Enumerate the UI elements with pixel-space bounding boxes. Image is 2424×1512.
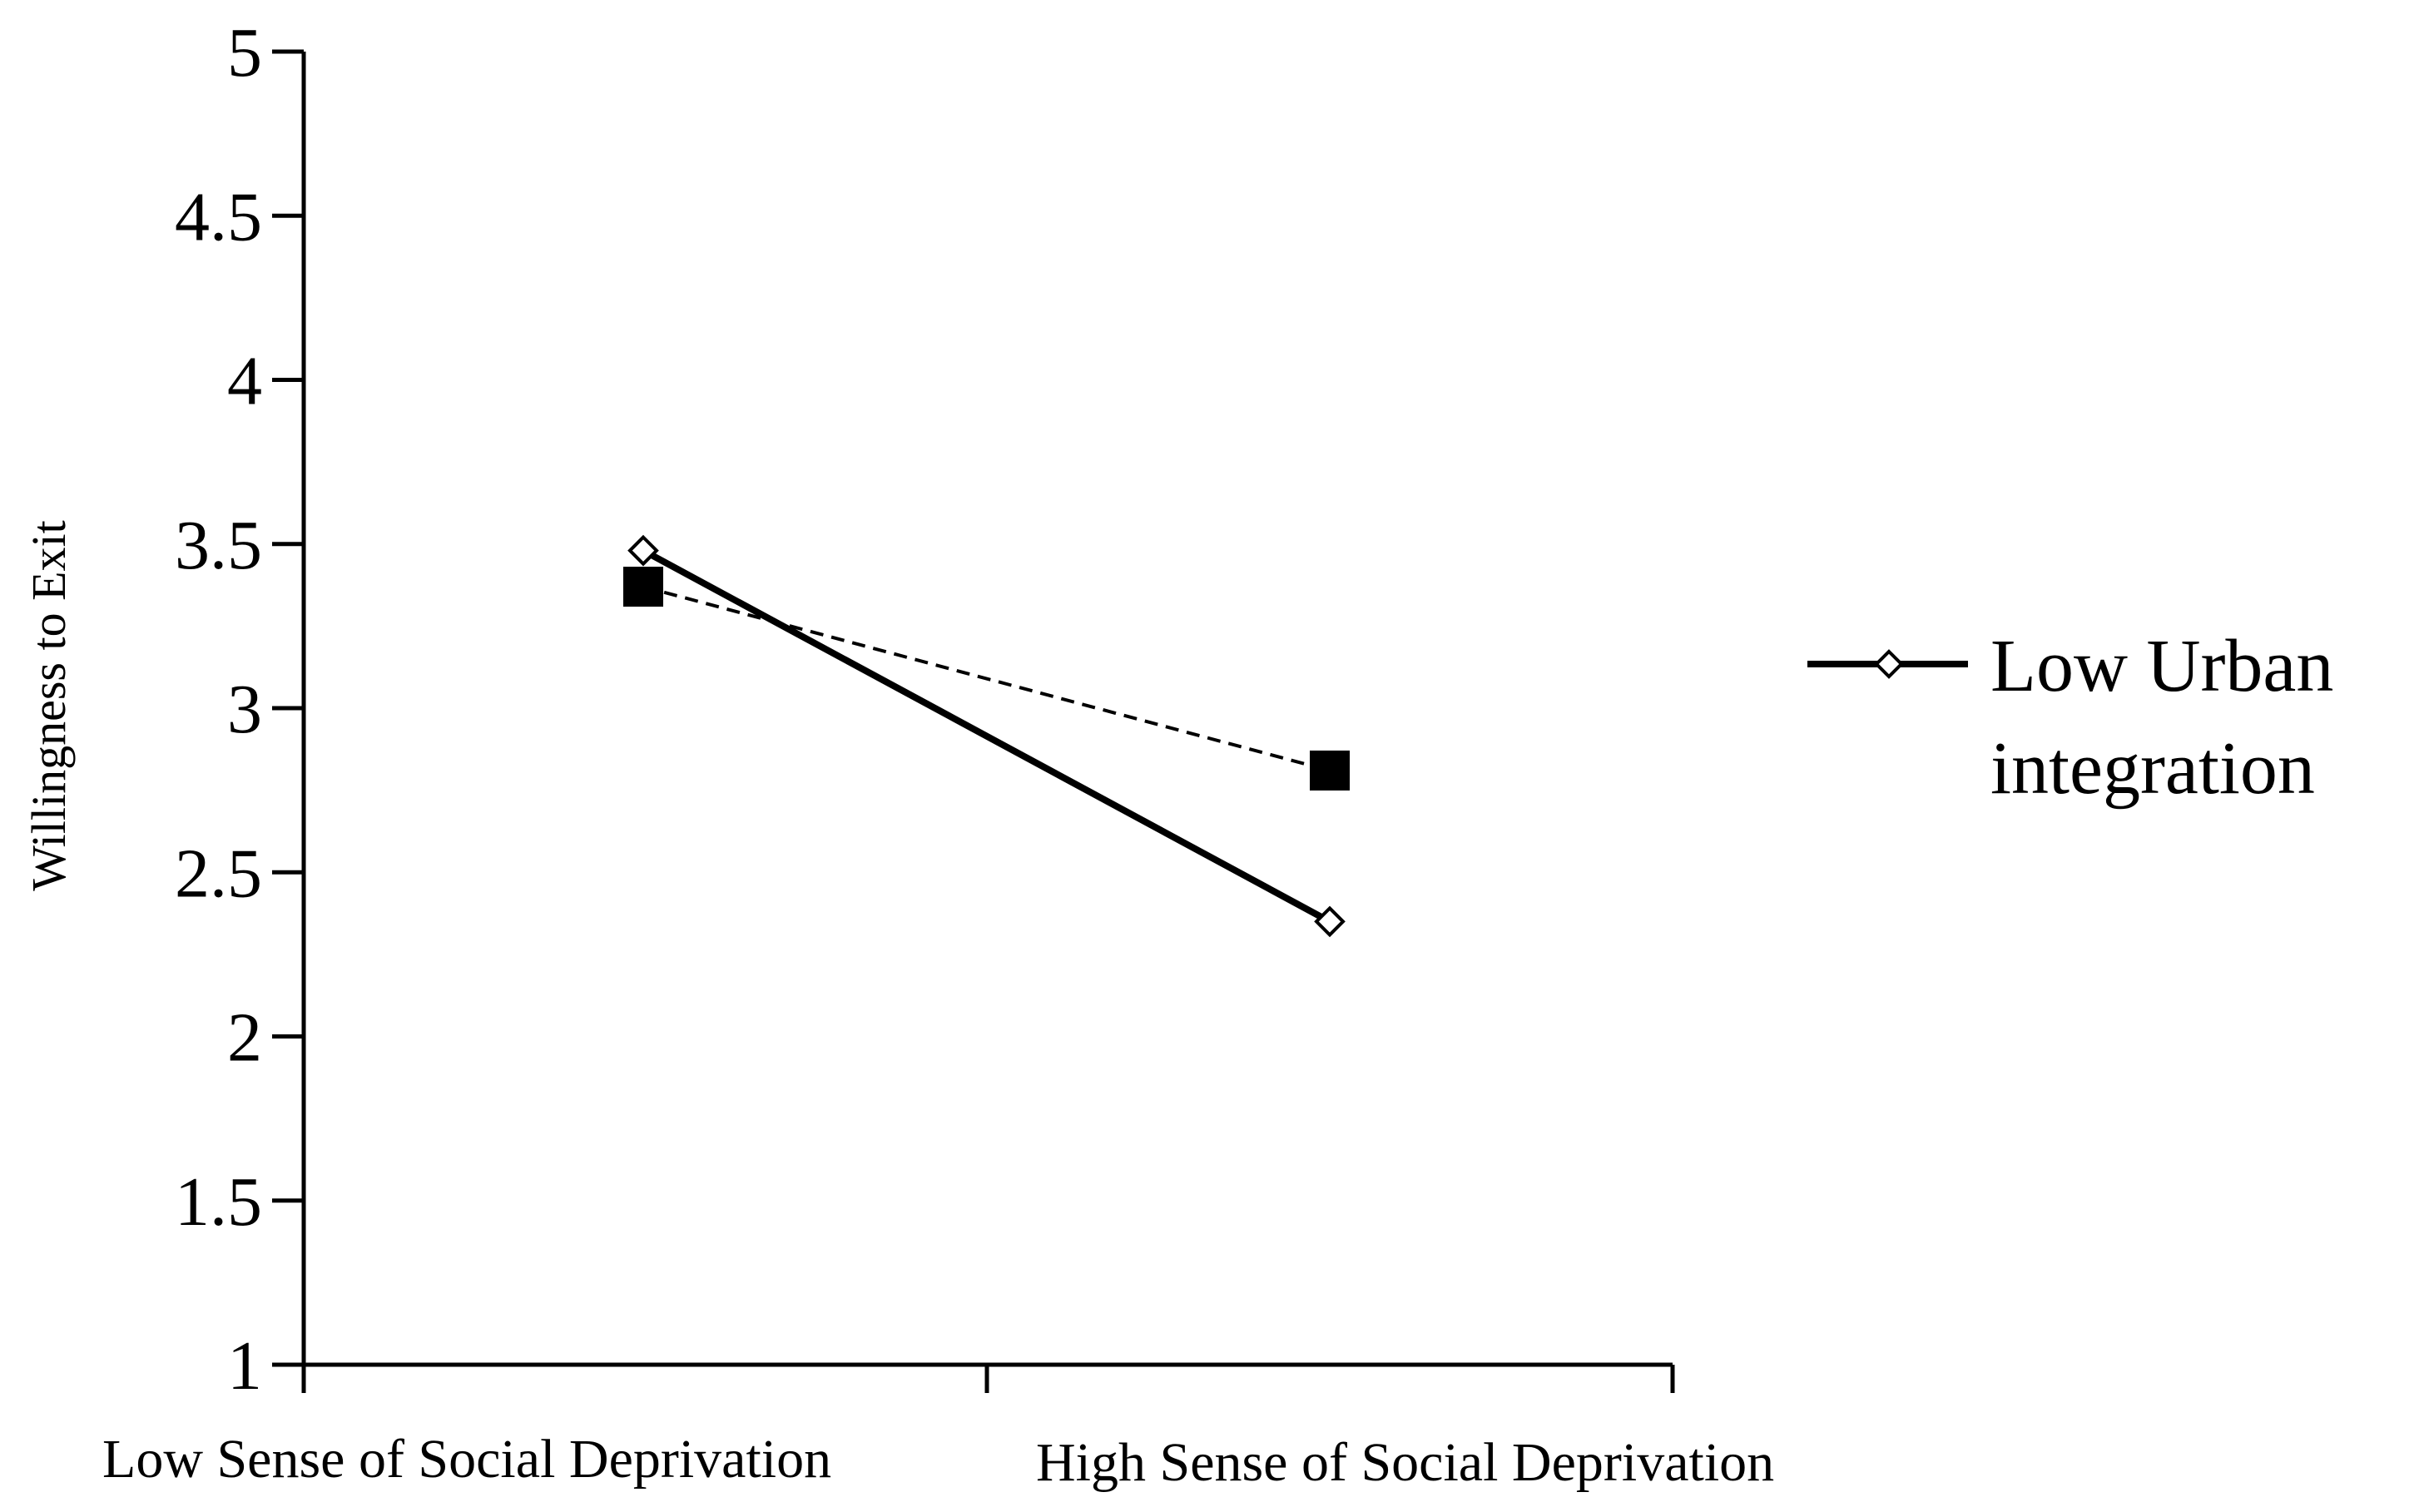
y-tick-label: 1.5 bbox=[175, 1163, 262, 1241]
legend-label-line-1: Low Urban bbox=[1990, 625, 2333, 707]
series-1-line bbox=[642, 585, 1331, 772]
y-tick-label: 4.5 bbox=[175, 178, 262, 255]
legend-marker-diamond-icon bbox=[1874, 649, 1904, 679]
y-tick-label: 4 bbox=[227, 343, 262, 420]
legend: Low Urban integration bbox=[1807, 625, 2333, 810]
series-0-point-1 bbox=[1314, 905, 1346, 938]
x-category-labels: Low Sense of Social Deprivation High Sen… bbox=[102, 1429, 1774, 1493]
y-axis-title: Willingness to Exit bbox=[22, 520, 76, 891]
series-0 bbox=[627, 534, 1346, 938]
series-1-point-0 bbox=[623, 567, 663, 607]
x-category-label-low: Low Sense of Social Deprivation bbox=[102, 1429, 831, 1490]
series-0-point-0 bbox=[627, 534, 659, 567]
y-tick-label: 1 bbox=[227, 1327, 262, 1405]
x-axis-ticks bbox=[301, 1365, 1675, 1393]
y-tick-label: 3.5 bbox=[175, 507, 262, 584]
y-tick-label: 5 bbox=[227, 14, 262, 92]
series-1 bbox=[623, 567, 1350, 791]
series-0-line bbox=[642, 548, 1331, 925]
series-1-point-1 bbox=[1310, 750, 1350, 791]
legend-label-line-2: integration bbox=[1990, 727, 2315, 810]
series-layer bbox=[623, 534, 1350, 938]
y-tick-label: 2.5 bbox=[175, 835, 262, 912]
y-tick-label: 2 bbox=[227, 999, 262, 1077]
x-category-label-high: High Sense of Social Deprivation bbox=[1036, 1432, 1774, 1493]
axes: 1 1.5 2 2.5 3 3.5 4 4.5 5 bbox=[175, 14, 1675, 1405]
y-axis-ticks: 1 1.5 2 2.5 3 3.5 4 4.5 5 bbox=[175, 14, 304, 1405]
y-tick-label: 3 bbox=[227, 671, 262, 748]
